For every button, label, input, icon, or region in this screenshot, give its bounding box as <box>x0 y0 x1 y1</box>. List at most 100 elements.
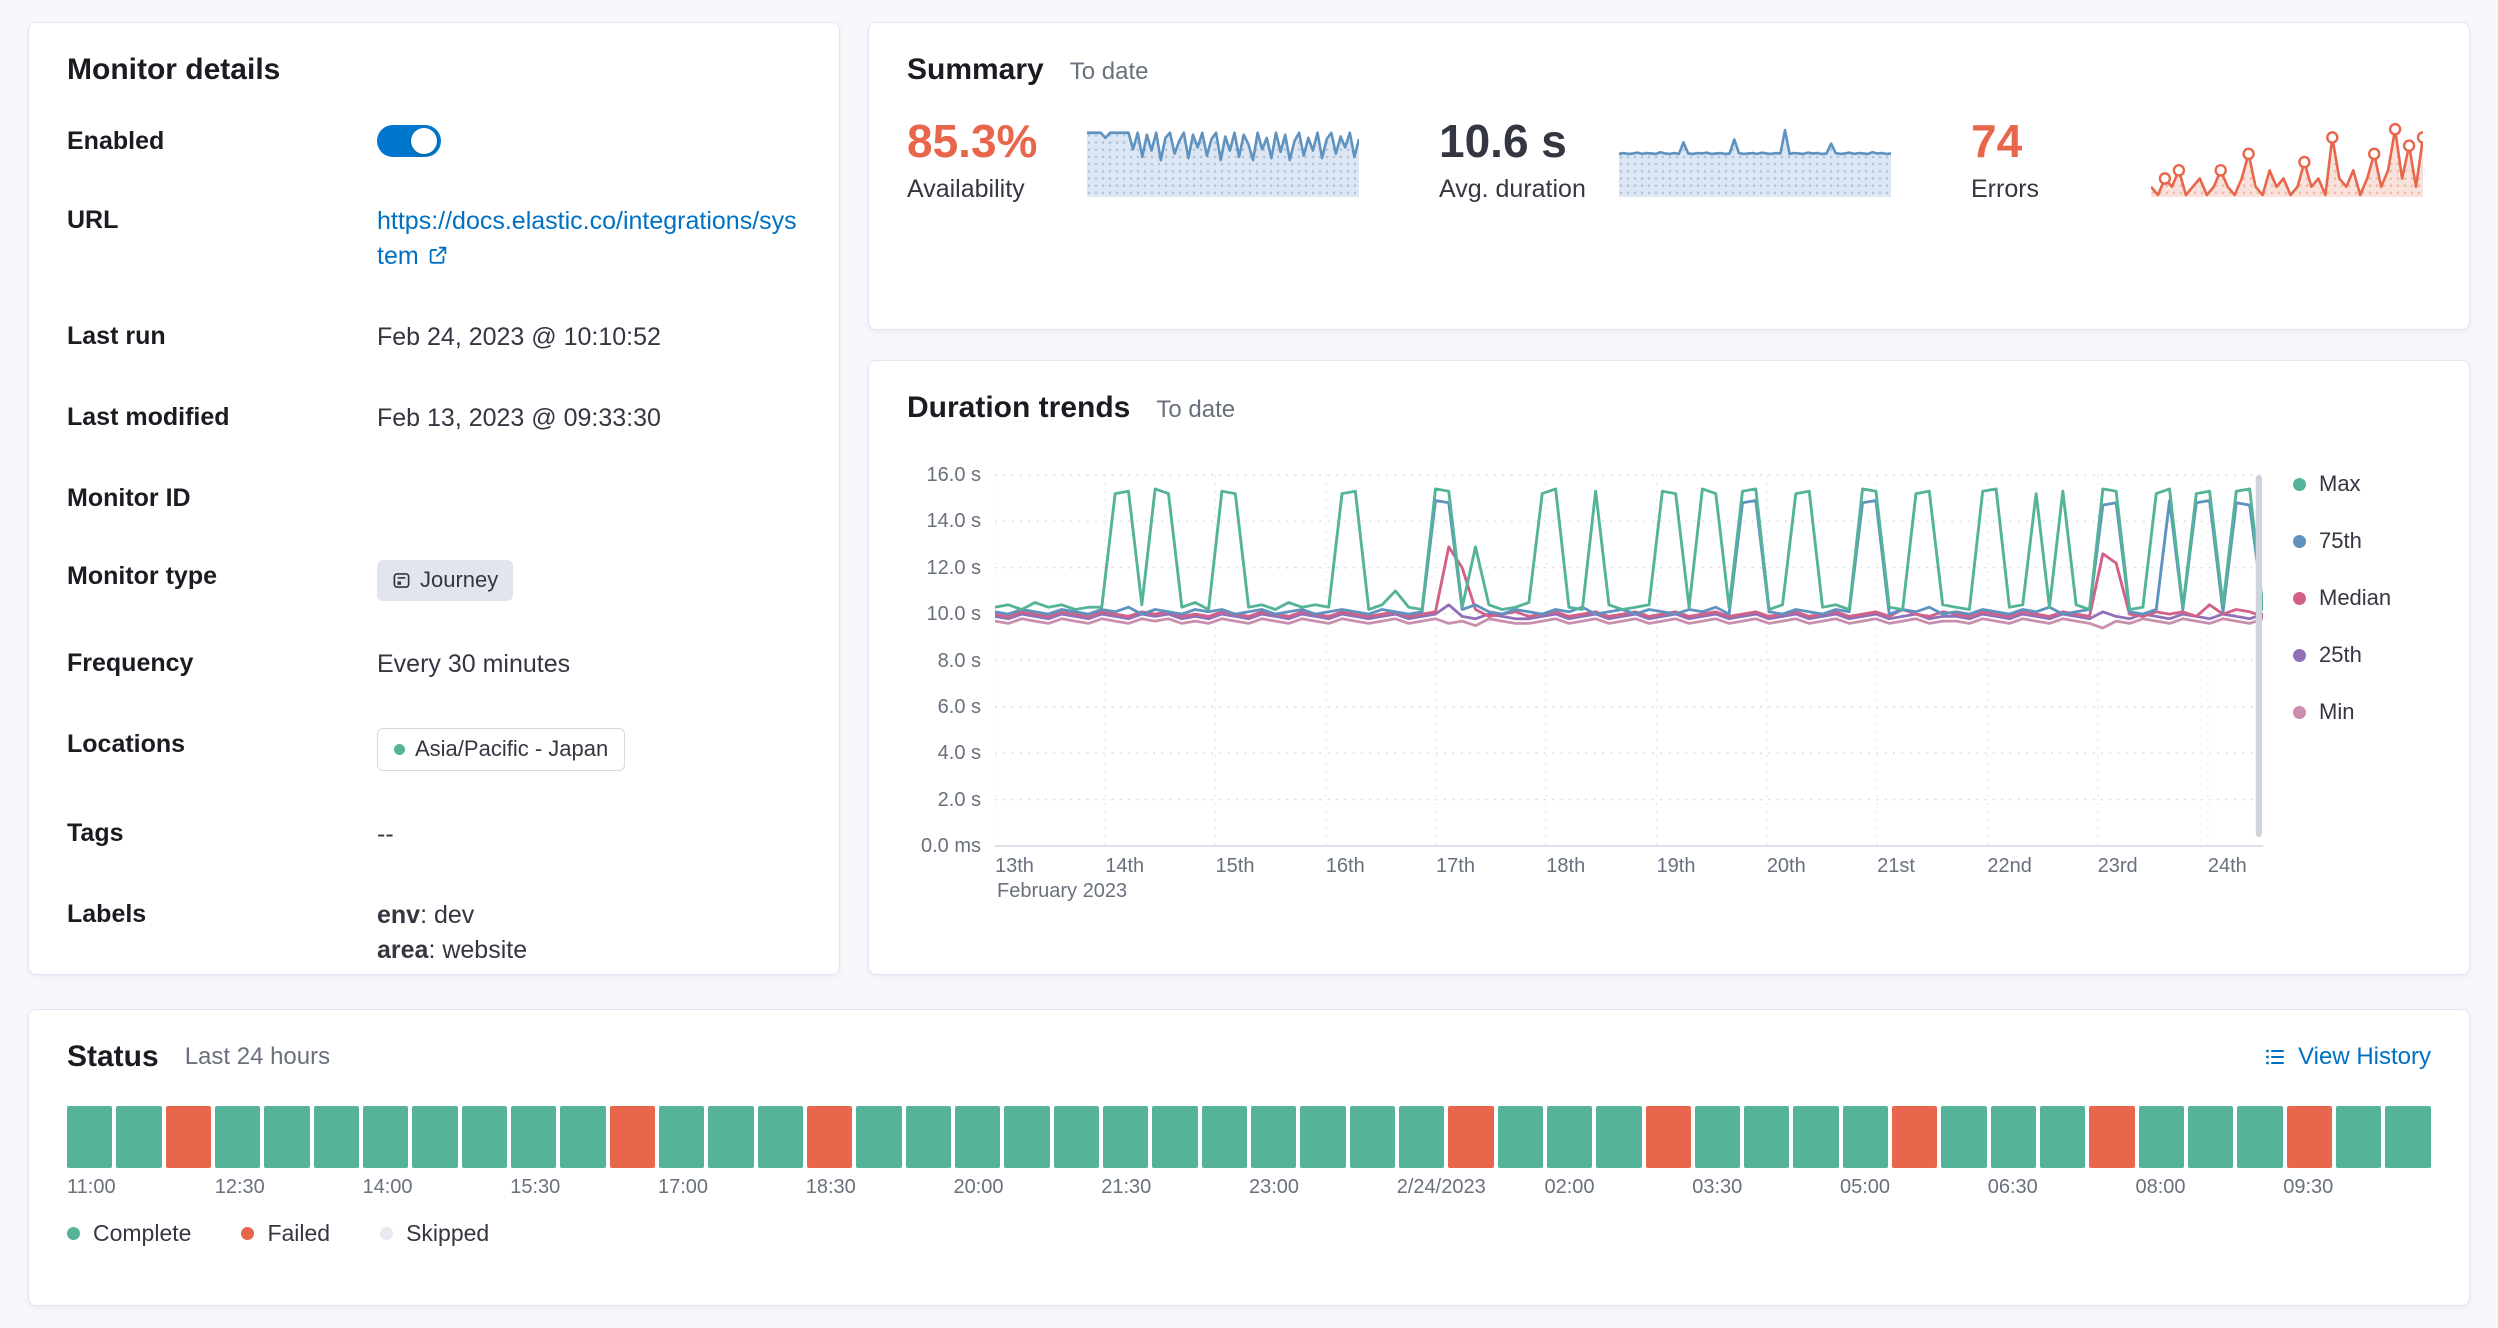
availability-value: 85.3% <box>907 115 1038 167</box>
last-run-label: Last run <box>67 321 166 350</box>
status-timeline <box>67 1106 2431 1168</box>
avg-duration-metric: 10.6 s Avg. duration <box>1439 117 1891 204</box>
location-status-dot <box>394 743 405 755</box>
status-tick-label: 03:30 <box>1692 1176 1743 1198</box>
status-square-failed[interactable] <box>1448 1106 1494 1168</box>
status-square-failed[interactable] <box>165 1106 211 1168</box>
status-square-complete[interactable] <box>2040 1106 2086 1168</box>
status-square-complete[interactable] <box>757 1106 803 1168</box>
status-tick-label: 12:30 <box>214 1176 265 1198</box>
status-square-complete[interactable] <box>362 1106 409 1168</box>
status-square-complete[interactable] <box>1546 1106 1593 1168</box>
status-square-complete[interactable] <box>412 1106 458 1168</box>
monitor-url-link[interactable]: https://docs.elastic.co/integrations/sys… <box>377 207 797 270</box>
status-square-complete[interactable] <box>560 1106 606 1168</box>
status-square-complete[interactable] <box>313 1106 359 1168</box>
legend-item-median[interactable]: Median <box>2293 585 2431 611</box>
status-square-failed[interactable] <box>609 1106 655 1168</box>
status-square-complete[interactable] <box>1793 1106 1839 1168</box>
url-label: URL <box>67 205 119 234</box>
status-square-complete[interactable] <box>1398 1106 1445 1168</box>
legend-label: Skipped <box>406 1220 490 1246</box>
status-card: Status Last 24 hours View History 11:00 1… <box>28 1009 2470 1306</box>
status-square-failed[interactable] <box>2089 1106 2135 1168</box>
summary-title: Summary <box>907 53 1044 86</box>
status-square-complete[interactable] <box>510 1106 557 1168</box>
enabled-toggle[interactable] <box>377 125 441 157</box>
status-square-failed[interactable] <box>1892 1106 1938 1168</box>
view-history-button[interactable]: View History <box>2263 1043 2431 1071</box>
status-square-complete[interactable] <box>1941 1106 1987 1168</box>
x-axis: February 2023 13th 14th 15th 16th 17th 18th 19… <box>995 847 2263 909</box>
status-tick-label: 2/24/2023 <box>1396 1176 1486 1198</box>
status-square-complete[interactable] <box>2385 1106 2431 1168</box>
status-square-failed[interactable] <box>806 1106 853 1168</box>
y-axis-tick-label: 4.0 s <box>937 742 981 765</box>
status-square-complete[interactable] <box>1053 1106 1099 1168</box>
journey-icon <box>393 573 410 588</box>
x-axis-tick-label: 18th <box>1546 855 1586 877</box>
status-square-complete[interactable] <box>1349 1106 1395 1168</box>
legend-dot <box>2293 648 2306 662</box>
status-square-complete[interactable] <box>2188 1106 2234 1168</box>
status-square-complete[interactable] <box>905 1106 951 1168</box>
status-square-complete[interactable] <box>1300 1106 1346 1168</box>
status-tick-label: 06:30 <box>1987 1176 2038 1198</box>
status-tick-label: 20:00 <box>953 1176 1004 1198</box>
status-square-complete[interactable] <box>708 1106 754 1168</box>
status-square-complete[interactable] <box>1842 1106 1889 1168</box>
y-axis-tick-label: 16.0 s <box>926 464 981 486</box>
errors-label: Errors <box>1971 175 2040 204</box>
status-square-failed[interactable] <box>1645 1106 1691 1168</box>
status-square-complete[interactable] <box>116 1106 162 1168</box>
view-history-label: View History <box>2298 1043 2431 1070</box>
status-square-complete[interactable] <box>1004 1106 1050 1168</box>
duration-trends-chart: 0.0 ms 2.0 s 4.0 s 6.0 s 8.0 s 10.0 s 12.0 s 14… <box>907 464 2431 909</box>
duration-trends-card: Duration trends To date 0.0 ms 2.0 s 4.0 s… <box>868 360 2470 975</box>
legend-item-min[interactable]: Min <box>2293 699 2431 725</box>
last-modified-row: Last modified Feb 13, 2023 @ 09:33:30 <box>67 401 801 436</box>
status-square-complete[interactable] <box>1744 1106 1790 1168</box>
legend-item-75th[interactable]: 75th <box>2293 528 2431 554</box>
monitor-type-text: Journey <box>420 567 499 592</box>
y-axis-tick-label: 2.0 s <box>937 788 981 811</box>
status-square-complete[interactable] <box>2237 1106 2283 1168</box>
legend-label: Complete <box>93 1220 192 1246</box>
status-square-complete[interactable] <box>1250 1106 1297 1168</box>
status-square-complete[interactable] <box>1497 1106 1543 1168</box>
status-square-complete[interactable] <box>1694 1106 1741 1168</box>
status-square-complete[interactable] <box>2336 1106 2382 1168</box>
status-square-complete[interactable] <box>856 1106 902 1168</box>
status-square-complete[interactable] <box>658 1106 705 1168</box>
avg-duration-sparkline <box>1619 119 1891 197</box>
status-square-complete[interactable] <box>214 1106 261 1168</box>
status-tick-label: 14:00 <box>362 1176 413 1198</box>
monitor-type-row: Monitor type Journey <box>67 560 801 601</box>
label-area-value: : website <box>428 935 528 964</box>
summary-subtitle: To date <box>1069 58 1149 85</box>
availability-sparkline <box>1087 119 1359 197</box>
legend-label: Min <box>2319 699 2355 724</box>
legend-item-max[interactable]: Max <box>2293 471 2431 497</box>
last-run-row: Last run Feb 24, 2023 @ 10:10:52 <box>67 320 801 355</box>
duration-trends-title: Duration trends <box>907 391 1131 424</box>
legend-item-25th[interactable]: 25th <box>2293 642 2431 668</box>
monitor-type-badge: Journey <box>377 560 514 601</box>
status-square-complete[interactable] <box>954 1106 1001 1168</box>
status-square-complete[interactable] <box>1152 1106 1198 1168</box>
status-square-complete[interactable] <box>461 1106 507 1168</box>
status-square-complete[interactable] <box>1990 1106 2037 1168</box>
status-tick-label: 23:00 <box>1249 1176 1300 1198</box>
status-square-complete[interactable] <box>264 1106 310 1168</box>
status-tick-label: 05:00 <box>1840 1176 1891 1198</box>
y-axis: 0.0 ms 2.0 s 4.0 s 6.0 s 8.0 s 10.0 s 12.0 s 14… <box>907 464 995 857</box>
status-square-complete[interactable] <box>1102 1106 1149 1168</box>
status-square-complete[interactable] <box>67 1106 113 1168</box>
status-square-complete[interactable] <box>2138 1106 2185 1168</box>
status-square-complete[interactable] <box>1201 1106 1247 1168</box>
last-modified-value: Feb 13, 2023 @ 09:33:30 <box>377 403 661 432</box>
status-square-complete[interactable] <box>1596 1106 1642 1168</box>
status-legend: Complete Failed Skipped <box>67 1220 2431 1247</box>
status-tick-label: 18:30 <box>805 1176 856 1198</box>
status-square-failed[interactable] <box>2286 1106 2333 1168</box>
